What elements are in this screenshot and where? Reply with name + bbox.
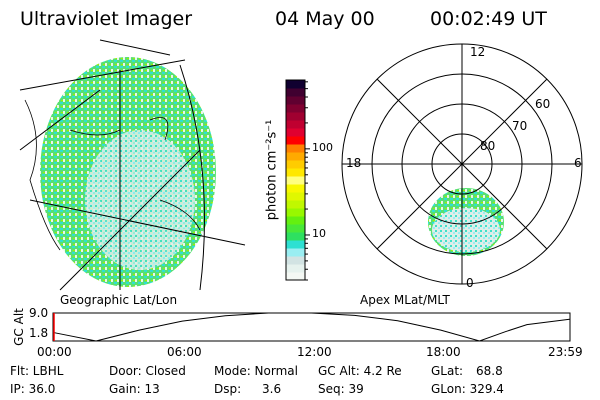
colorbar-swatch	[286, 120, 305, 129]
colorbar-swatch	[286, 240, 305, 249]
mlt-label-0: 0	[466, 276, 474, 290]
door: Door: Closed	[109, 364, 186, 378]
colorbar-swatch	[286, 80, 305, 89]
x-tick: 18:00	[426, 345, 461, 359]
glat-label: GLat:	[431, 364, 464, 378]
colorbar-swatch	[286, 104, 305, 113]
colorbar-unit-label: photon cm⁻²s⁻¹	[264, 119, 280, 221]
colorbar-swatch	[286, 272, 305, 281]
colorbar-swatch	[286, 248, 305, 257]
date: 04 May 00	[275, 8, 375, 30]
seq: Seq: 39	[318, 382, 364, 396]
colorbar-tick-100: 100	[312, 141, 333, 154]
glat-value: 68.8	[476, 364, 503, 378]
colorbar-swatch	[286, 264, 305, 273]
geographic-image	[19, 39, 246, 291]
right-panel-label: Apex MLat/MLT	[360, 293, 450, 307]
y-tick: 9.0	[29, 306, 49, 320]
left-panel-label: Geographic Lat/Lon	[60, 293, 178, 307]
gc-alt: GC Alt: 4.2 Re	[318, 364, 402, 378]
y-axis-label: GC Alt	[12, 308, 26, 346]
colorbar-swatch	[286, 208, 305, 217]
colorbar-swatch	[286, 256, 305, 265]
colorbar-swatch	[286, 216, 305, 225]
colorbar-swatch	[286, 128, 305, 137]
mode: Mode: Normal	[214, 364, 298, 378]
altitude-plot	[52, 312, 571, 342]
colorbar-swatch	[286, 224, 305, 233]
gain: Gain: 13	[109, 382, 160, 396]
dsp-label: Dsp:	[214, 382, 242, 396]
colorbar	[285, 79, 310, 281]
colorbar-swatch	[286, 232, 305, 241]
mlt-label-18: 18	[346, 156, 362, 170]
colorbar-swatch	[286, 112, 305, 121]
altitude-line	[52, 312, 570, 342]
x-tick: 00:00	[37, 345, 72, 359]
polar-plot	[341, 43, 583, 285]
colorbar-swatch	[286, 184, 305, 193]
mlt-label-6: 6	[574, 156, 582, 170]
filter: Flt: LBHL	[10, 364, 64, 378]
x-tick: 06:00	[167, 345, 202, 359]
mlat-label-60: 60	[535, 97, 551, 111]
glon: GLon: 329.4	[431, 382, 504, 396]
colorbar-swatch	[286, 160, 305, 169]
colorbar-swatch	[286, 96, 305, 105]
colorbar-swatch	[286, 136, 305, 145]
instrument-title: Ultraviolet Imager	[20, 8, 193, 30]
colorbar-swatch	[286, 88, 305, 97]
time: 00:02:49 UT	[430, 8, 547, 30]
colorbar-swatch	[286, 176, 305, 185]
colorbar-swatch	[286, 144, 305, 153]
colorbar-swatch	[286, 192, 305, 201]
colorbar-tick-10: 10	[312, 227, 326, 240]
colorbar-frame	[285, 79, 306, 281]
mlat-label-80: 80	[480, 139, 496, 153]
y-tick: 1.8	[29, 326, 49, 340]
x-tick: 23:59	[548, 345, 583, 359]
colorbar-swatch	[286, 168, 305, 177]
dsp-value: 3.6	[262, 382, 282, 396]
mlat-label-70: 70	[512, 119, 528, 133]
ip: IP: 36.0	[10, 382, 56, 396]
colorbar-swatch	[286, 152, 305, 161]
x-tick: 12:00	[297, 345, 332, 359]
colorbar-swatch	[286, 200, 305, 209]
mlt-label-12: 12	[470, 45, 486, 59]
